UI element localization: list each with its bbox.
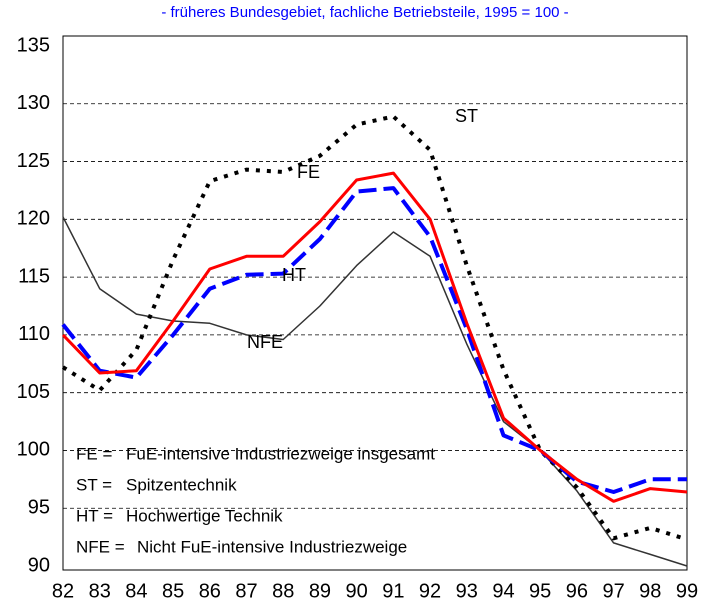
y-tick-label: 115: [18, 265, 50, 287]
plot-frame: [62, 35, 688, 571]
y-tick-label: 130: [17, 92, 50, 114]
x-tick-label: 88: [272, 580, 294, 602]
legend-key: ST =: [76, 475, 112, 494]
legend-key: HT =: [76, 506, 113, 525]
series-line: [62, 216, 688, 567]
y-tick-label: 105: [17, 381, 50, 403]
x-tick-label: 94: [492, 580, 514, 602]
series-label: FE: [297, 162, 320, 182]
legend-text: Spitzentechnik: [126, 475, 237, 494]
x-tick-label: 95: [529, 580, 551, 602]
legend-text: Hochwertige Technik: [126, 506, 283, 525]
legend-text: FuE-intensive Industriezweige insgesamt: [126, 444, 435, 463]
x-tick-label: 87: [235, 580, 257, 602]
x-tick-label: 96: [566, 580, 588, 602]
y-tick-label: 90: [28, 554, 50, 576]
series-label: NFE: [247, 332, 283, 352]
x-tick-label: 99: [676, 580, 698, 602]
legend-key: FE =: [76, 444, 112, 463]
x-tick-label: 82: [52, 580, 74, 602]
x-tick-label: 92: [419, 580, 441, 602]
y-tick-label: 110: [18, 323, 50, 345]
x-tick-label: 84: [125, 580, 147, 602]
x-tick-label: 90: [346, 580, 368, 602]
series-line: [61, 171, 688, 503]
series-label: HT: [282, 265, 306, 285]
legend-text: Nicht FuE-intensive Industriezweige: [137, 537, 407, 556]
y-tick-label: 95: [28, 497, 50, 519]
legend-key: NFE =: [76, 537, 125, 556]
x-tick-label: 89: [309, 580, 331, 602]
chart-subtitle: - früheres Bundesgebiet, fachliche Betri…: [161, 4, 568, 21]
x-tick-label: 97: [602, 580, 624, 602]
y-tick-label: 135: [17, 34, 50, 56]
y-tick-label: 100: [17, 439, 50, 461]
x-tick-label: 83: [89, 580, 111, 602]
x-tick-label: 91: [382, 580, 404, 602]
y-tick-label: 120: [17, 208, 50, 230]
x-tick-label: 85: [162, 580, 184, 602]
series-line: [61, 114, 688, 542]
x-tick-label: 98: [639, 580, 661, 602]
x-tick-label: 93: [456, 580, 478, 602]
y-tick-label: 125: [17, 150, 50, 172]
x-tick-label: 86: [199, 580, 221, 602]
series-label: ST: [455, 106, 478, 126]
